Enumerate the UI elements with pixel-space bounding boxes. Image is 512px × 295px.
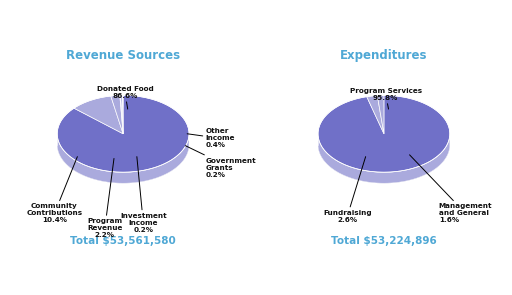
Polygon shape <box>318 134 450 183</box>
Ellipse shape <box>57 106 189 183</box>
Text: Program Services
95.8%: Program Services 95.8% <box>350 88 422 109</box>
Text: Total $53,224,896: Total $53,224,896 <box>331 236 437 246</box>
Text: Revenue Sources: Revenue Sources <box>66 49 180 62</box>
Text: Program
Revenue
2.2%: Program Revenue 2.2% <box>87 158 122 238</box>
Polygon shape <box>122 95 123 134</box>
Polygon shape <box>111 95 123 134</box>
Polygon shape <box>74 96 123 134</box>
Text: Government
Grants
0.2%: Government Grants 0.2% <box>185 146 256 178</box>
Ellipse shape <box>318 106 450 183</box>
Text: Donated Food
86.6%: Donated Food 86.6% <box>97 86 153 109</box>
Text: Other
Income
0.4%: Other Income 0.4% <box>187 128 235 148</box>
Polygon shape <box>377 95 384 134</box>
Polygon shape <box>367 96 384 134</box>
Polygon shape <box>57 134 189 183</box>
Polygon shape <box>57 95 189 172</box>
Polygon shape <box>121 95 123 134</box>
Polygon shape <box>318 95 450 172</box>
Text: Total $53,561,580: Total $53,561,580 <box>70 236 176 246</box>
Text: Expenditures: Expenditures <box>340 49 428 62</box>
Text: Community
Contributions
10.4%: Community Contributions 10.4% <box>27 157 82 223</box>
Text: Management
and General
1.6%: Management and General 1.6% <box>410 155 493 223</box>
Polygon shape <box>120 95 123 134</box>
Text: Investment
Income
0.2%: Investment Income 0.2% <box>120 157 166 232</box>
Text: Fundraising
2.6%: Fundraising 2.6% <box>323 157 372 223</box>
